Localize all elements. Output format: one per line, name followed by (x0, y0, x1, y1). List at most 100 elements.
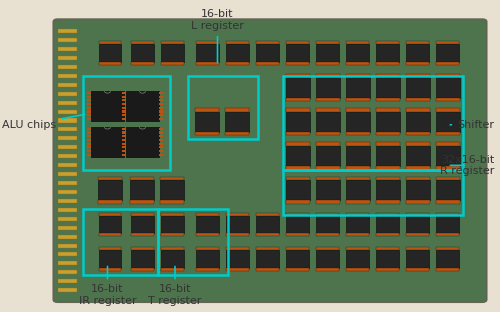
Bar (122, 110, 126, 113)
Bar (256, 247, 279, 250)
Bar (226, 111, 250, 132)
Bar (376, 62, 399, 65)
Bar (376, 111, 400, 132)
Bar (159, 118, 162, 120)
Bar (316, 213, 339, 216)
Bar (406, 111, 429, 132)
Bar (436, 166, 460, 170)
Bar (286, 146, 310, 166)
Bar (436, 132, 460, 135)
Bar (98, 201, 122, 204)
Bar (124, 139, 128, 141)
Bar (161, 216, 184, 233)
Bar (124, 128, 128, 130)
Bar (122, 92, 126, 94)
Bar (406, 77, 429, 97)
Bar (376, 44, 399, 62)
Bar (196, 111, 220, 132)
Bar (406, 216, 429, 233)
Bar (346, 44, 369, 62)
Bar (256, 44, 279, 62)
Bar (126, 127, 158, 157)
Bar (58, 235, 76, 239)
FancyBboxPatch shape (54, 19, 486, 302)
Bar (196, 213, 218, 216)
Bar (58, 145, 76, 149)
Bar (376, 41, 399, 45)
Bar (196, 44, 218, 62)
Bar (436, 213, 459, 216)
Bar (98, 177, 122, 180)
Bar (316, 132, 340, 135)
Bar (91, 91, 124, 121)
Bar (99, 41, 121, 45)
Bar (124, 99, 128, 101)
Bar (58, 110, 76, 114)
Bar (88, 110, 91, 113)
Bar (159, 95, 162, 98)
Bar (436, 108, 460, 112)
Bar (196, 41, 218, 45)
Bar (286, 213, 309, 216)
Bar (286, 41, 309, 45)
Bar (436, 62, 459, 65)
Bar (286, 201, 310, 204)
Text: 16-bit
T register: 16-bit T register (148, 266, 202, 306)
Bar (346, 177, 370, 180)
Bar (376, 166, 400, 170)
Bar (196, 216, 218, 233)
Bar (286, 74, 310, 77)
Bar (88, 118, 91, 120)
Bar (99, 44, 121, 62)
Bar (436, 41, 459, 45)
Bar (159, 110, 162, 113)
Bar (256, 62, 279, 65)
Bar (196, 108, 220, 112)
Bar (346, 62, 369, 65)
Bar (82, 209, 158, 275)
Bar (436, 146, 460, 166)
Bar (58, 154, 76, 158)
Bar (316, 62, 339, 65)
Bar (436, 74, 460, 77)
Bar (286, 216, 309, 233)
Bar (316, 250, 339, 267)
Bar (346, 250, 369, 267)
Bar (124, 114, 128, 116)
Bar (126, 91, 158, 121)
Bar (124, 110, 128, 113)
Bar (346, 132, 370, 135)
Bar (131, 213, 154, 216)
Bar (316, 41, 339, 45)
Bar (316, 166, 340, 170)
Bar (282, 170, 463, 215)
Bar (58, 29, 76, 33)
Bar (88, 143, 91, 145)
Bar (226, 62, 248, 65)
Bar (376, 77, 400, 97)
Bar (346, 142, 370, 146)
Bar (130, 180, 154, 201)
Bar (286, 250, 309, 267)
Bar (436, 77, 460, 97)
Bar (98, 180, 122, 201)
Bar (286, 77, 310, 97)
Bar (286, 177, 310, 180)
Bar (122, 146, 126, 149)
Bar (346, 201, 370, 204)
Bar (256, 250, 279, 267)
Bar (58, 208, 76, 212)
Bar (58, 83, 76, 87)
Bar (226, 216, 248, 233)
Bar (406, 267, 429, 271)
Bar (159, 103, 162, 105)
Bar (286, 142, 310, 146)
Bar (346, 41, 369, 45)
Bar (226, 132, 250, 135)
Bar (436, 111, 460, 132)
Bar (159, 114, 162, 116)
Bar (58, 101, 76, 105)
Bar (58, 288, 76, 292)
Bar (159, 154, 162, 156)
Bar (376, 250, 399, 267)
